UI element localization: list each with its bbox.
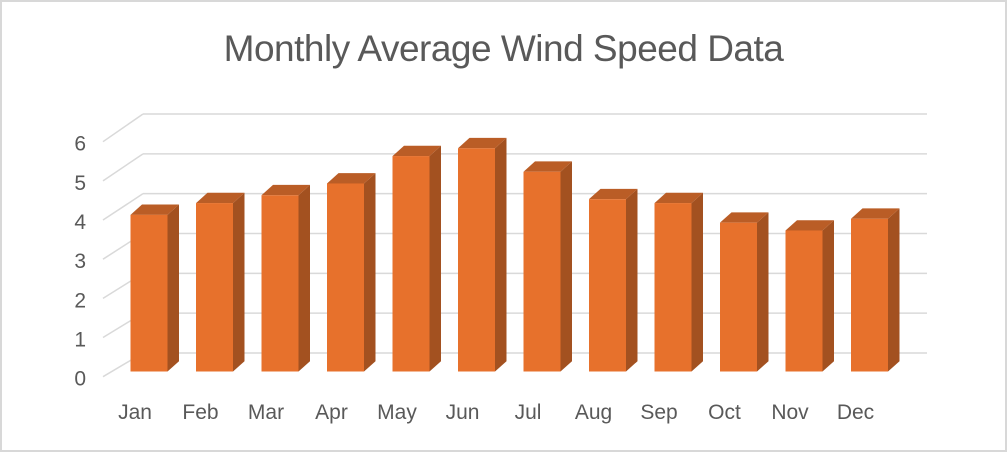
bar-column-jul [523,171,561,372]
bar-column-feb-top [196,192,245,204]
x-tick-label: May [377,401,417,424]
bar-column-dec [851,218,888,372]
y-tick-label: 4 [74,211,86,234]
x-tick-label: Jun [446,401,480,424]
bar-column-dec-side [888,208,900,372]
bar-column-sep-side [691,192,703,372]
y-tick-label: 0 [74,368,86,391]
bar-column-sep [654,203,692,372]
bar-column-may-side [429,145,441,372]
bar-column-may-top [392,145,441,157]
x-tick-label: Dec [837,401,874,424]
bar-column-jan-side [167,204,179,372]
bar-column-jul-top [523,161,572,172]
bar-column-apr [327,183,364,372]
bar-column-dec-top [851,208,900,219]
bar-column-sep-top [654,192,703,204]
bar-column-oct [720,222,757,372]
gridline-diagonal [102,153,144,182]
bar-column-aug-side [626,188,638,372]
bar-column-nov-side [822,220,834,372]
x-tick-label: Jul [515,401,542,424]
y-tick-label: 3 [74,250,86,273]
x-tick-label: Jan [118,401,152,424]
bar-column-mar-top [261,184,310,196]
bar-column-jun [458,148,495,372]
y-tick-label: 2 [74,289,86,312]
bar-column-apr-top [327,173,376,184]
y-tick-label: 6 [74,133,86,156]
bar-column-aug [589,199,626,372]
gridline-diagonal [102,113,144,143]
y-tick-label: 1 [74,329,86,352]
bar-column-nov-top [785,220,834,231]
x-tick-label: Sep [640,401,677,424]
x-tick-label: Feb [182,401,218,424]
bar-column-mar [261,195,299,372]
gridline-diagonal [102,193,144,221]
x-tick-label: Oct [708,401,741,424]
bar-column-jan-top [130,204,179,215]
bar-column-jul-side [560,161,572,372]
x-tick-label: Apr [315,401,348,424]
bar-column-oct-side [757,212,769,372]
bar-column-feb-side [233,192,245,372]
bar-column-mar-side [298,184,310,372]
bar-column-may [392,156,430,372]
bar-column-aug-top [589,188,638,200]
y-tick-label: 5 [74,172,86,195]
bar-column-apr-side [364,173,376,372]
bar-column-oct-top [720,212,769,223]
bar-column-nov [785,230,823,372]
bar-column-jan [130,214,168,372]
chart-title: Monthly Average Wind Speed Data [223,28,784,69]
x-tick-label: Nov [771,401,809,424]
x-tick-label: Aug [575,401,612,424]
bar-column-jun-top [458,137,507,149]
bar-column-feb [196,203,233,372]
x-tick-label: Mar [248,401,284,424]
bar-column-jun-side [495,137,507,372]
